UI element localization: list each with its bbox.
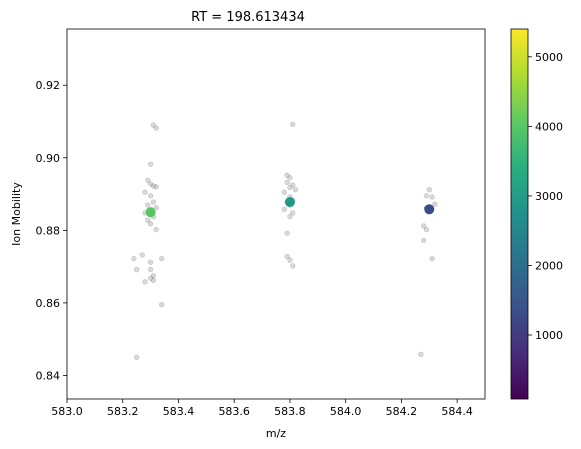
background-point	[420, 237, 427, 244]
plot-area	[66, 28, 486, 400]
x-tick-label: 584.0	[330, 405, 362, 418]
colorbar: 1000 2000 3000 4000 5000	[510, 28, 563, 400]
background-point	[147, 221, 154, 227]
background-point	[287, 175, 293, 181]
background-point	[133, 266, 140, 273]
background-point	[150, 199, 157, 205]
background-point	[147, 161, 154, 168]
y-tick-label: 0.86	[36, 297, 61, 310]
colorbar-tick-label: 4000	[535, 120, 563, 133]
x-tick-label: 583.0	[51, 405, 83, 418]
background-point	[420, 223, 427, 229]
background-point	[418, 351, 424, 358]
background-point	[284, 253, 290, 260]
background-point	[284, 179, 290, 186]
x-tick-label: 584.2	[386, 405, 418, 418]
background-point	[150, 183, 157, 189]
background-point	[153, 125, 159, 131]
background-point	[426, 186, 432, 193]
chart-title: RT = 198.613434	[191, 10, 305, 25]
background-point	[287, 213, 293, 220]
x-tick-label: 583.4	[163, 405, 195, 418]
background-point	[142, 279, 148, 285]
background-point	[284, 172, 290, 178]
background-point	[290, 263, 296, 269]
x-axis: 583.0 583.2 583.4 583.6 583.8 584.0 584.2 584.4	[51, 399, 473, 418]
y-tick-label: 0.84	[36, 369, 61, 382]
background-point	[147, 181, 154, 187]
colorbar-tick-label: 1000	[535, 329, 563, 342]
x-axis-title: m/z	[266, 427, 286, 440]
background-point	[423, 226, 430, 233]
background-point	[429, 255, 435, 262]
background-point	[145, 217, 151, 223]
background-point	[432, 201, 438, 207]
y-tick-label: 0.90	[36, 152, 61, 165]
background-point	[284, 230, 290, 236]
background-point	[142, 189, 148, 195]
plot-frame	[67, 29, 485, 399]
background-point	[281, 189, 288, 195]
background-point	[145, 177, 151, 183]
plot-border	[66, 28, 486, 400]
highlight-point	[424, 204, 435, 215]
y-axis: 0.84 0.86 0.88 0.90 0.92	[36, 79, 67, 382]
background-point	[150, 272, 157, 279]
background-point	[290, 182, 296, 188]
background-point	[423, 193, 430, 199]
background-point	[281, 206, 288, 212]
background-point	[153, 184, 159, 190]
background-point	[159, 301, 165, 308]
background-point	[147, 259, 154, 265]
colorbar-gradient	[510, 28, 529, 400]
x-tick-label: 584.4	[441, 405, 473, 418]
background-point	[153, 205, 159, 211]
y-tick-label: 0.88	[36, 224, 61, 237]
background-point	[139, 252, 145, 258]
highlight-points	[145, 197, 435, 218]
background-point	[131, 255, 137, 262]
background-point	[153, 226, 159, 233]
background-point	[133, 354, 140, 360]
x-tick-label: 583.6	[218, 405, 250, 418]
background-point	[429, 194, 435, 200]
background-point	[290, 121, 296, 128]
background-point	[147, 193, 154, 199]
background-point	[150, 277, 157, 284]
background-point	[147, 266, 154, 273]
x-tick-label: 583.8	[274, 405, 306, 418]
highlight-point	[284, 197, 295, 208]
y-axis-title: Ion Mobility	[10, 182, 23, 246]
x-tick-label: 583.2	[107, 405, 139, 418]
colorbar-tick-label: 3000	[535, 190, 563, 203]
y-tick-label: 0.92	[36, 79, 61, 92]
background-point	[292, 186, 299, 193]
background-point	[290, 210, 296, 216]
colorbar-tick-label: 5000	[535, 51, 563, 64]
background-point	[287, 257, 293, 263]
background-point	[287, 184, 293, 191]
background-point	[150, 122, 157, 128]
background-point	[159, 255, 165, 262]
colorbar-tick-label: 2000	[535, 259, 563, 272]
colorbar-ticks: 1000 2000 3000 4000 5000	[528, 51, 563, 342]
background-point	[145, 202, 151, 208]
highlight-point	[145, 207, 156, 218]
background-point	[147, 275, 154, 281]
